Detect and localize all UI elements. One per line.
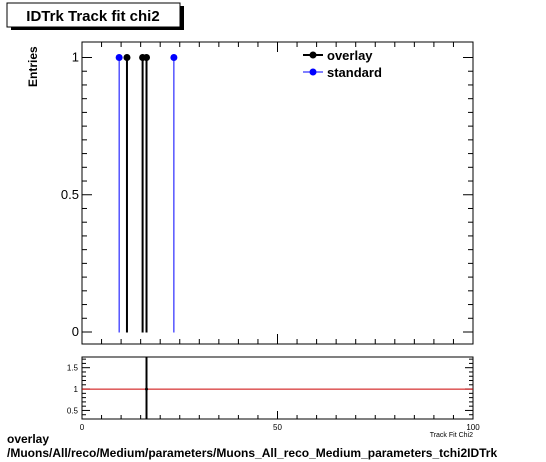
legend-standard-marker <box>309 68 317 76</box>
main-data-marks <box>115 54 178 333</box>
chart-title: IDTrk Track fit chi2 <box>26 8 159 25</box>
y-axis-label: Entries <box>26 46 40 87</box>
ratio-y-tick-label: 0.5 <box>67 406 79 415</box>
ratio-point <box>145 387 149 391</box>
main-plot-frame <box>81 41 474 345</box>
y-tick-label: 1 <box>72 50 79 65</box>
ratio-y-tick-label: 1 <box>74 385 79 394</box>
ratio-data-marks <box>82 357 473 419</box>
ratio-tick-labels: 0.5 1 1.5 0 50 100 <box>67 364 480 432</box>
ratio-axis-ticks <box>81 358 474 419</box>
y-tick-label: 0.5 <box>61 187 79 202</box>
ratio-x-tick-label: 100 <box>466 423 480 432</box>
ratio-x-tick-label: 50 <box>273 423 282 432</box>
legend-standard-label: standard <box>327 65 382 80</box>
legend: overlay standard <box>303 48 382 80</box>
series-point <box>115 54 123 61</box>
footer-dataset: overlay <box>7 432 50 446</box>
ratio-plot-frame <box>81 356 474 420</box>
series-point <box>143 54 151 61</box>
title-box: IDTrk Track fit chi2 <box>6 2 184 30</box>
series-point <box>123 54 131 61</box>
legend-overlay-label: overlay <box>327 48 373 63</box>
series-point <box>170 54 178 61</box>
footer-path: /Muons/All/reco/Medium/parameters/Muons_… <box>7 446 498 460</box>
legend-overlay-marker <box>309 51 317 59</box>
y-tick-label: 0 <box>72 324 79 339</box>
ratio-x-tick-label: 0 <box>80 423 85 432</box>
main-y-tick-labels: 00.51 <box>61 50 79 340</box>
main-axis-ticks <box>81 42 474 344</box>
x-axis-label: Track Fit Chi2 <box>430 432 473 439</box>
ratio-y-tick-label: 1.5 <box>67 364 79 373</box>
